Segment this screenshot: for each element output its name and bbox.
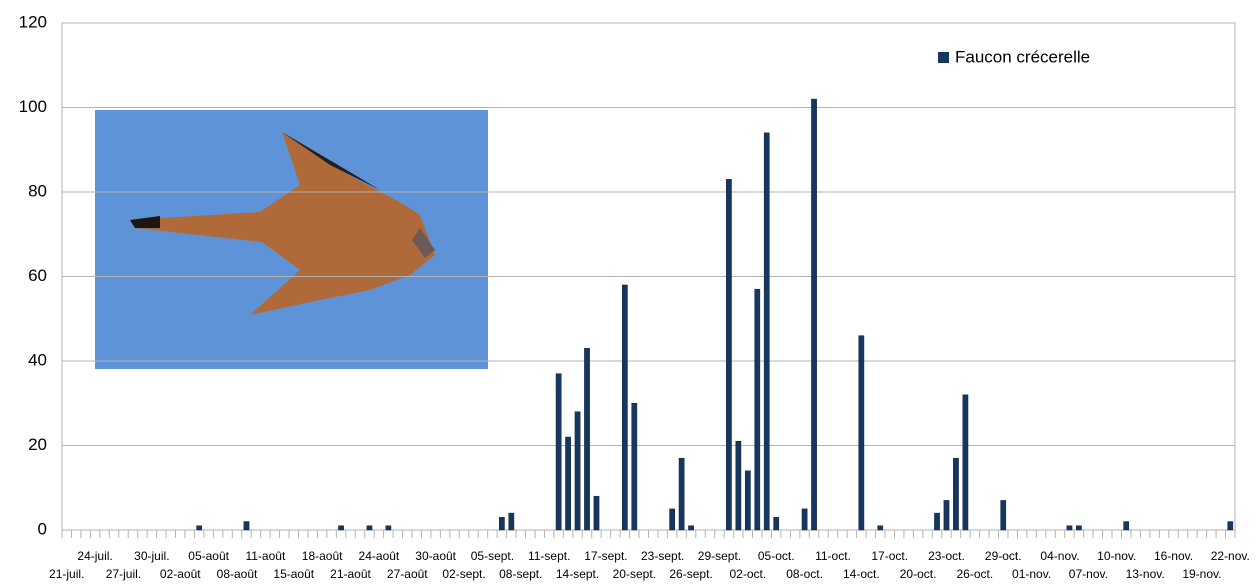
x-tick-label: 27-août: [387, 567, 428, 581]
bar: [1066, 525, 1073, 531]
x-tick-label: 08-oct.: [786, 567, 823, 581]
x-tick-label: 19-nov.: [1182, 567, 1221, 581]
bar: [631, 403, 638, 531]
x-tick-label: 22-nov.: [1211, 549, 1250, 563]
y-tick-label: 80: [28, 181, 47, 200]
x-tick-label: 04-nov.: [1040, 549, 1079, 563]
bar: [584, 348, 590, 531]
bar: [858, 335, 865, 531]
x-tick-label: 05-août: [188, 549, 229, 563]
x-tick-label: 08-sept.: [499, 567, 542, 581]
x-tick-label: 11-août: [245, 549, 285, 563]
x-tick-label: 02-sept.: [442, 567, 485, 581]
bar: [196, 525, 203, 531]
bar: [773, 517, 780, 531]
x-tick-label: 05-sept.: [471, 549, 514, 563]
x-tick-label: 01-nov.: [1012, 567, 1051, 581]
legend-label: Faucon crécerelle: [955, 47, 1090, 66]
x-tick-label: 02-oct.: [729, 567, 766, 581]
x-tick-label: 18-août: [302, 549, 343, 563]
legend-swatch: [938, 52, 949, 63]
x-tick-label: 11-sept.: [528, 549, 570, 563]
x-tick-label: 17-sept.: [584, 549, 627, 563]
x-tick-label: 24-juil.: [77, 549, 112, 563]
x-tick-label: 21-juil.: [49, 567, 84, 581]
x-tick-label: 26-sept.: [669, 567, 712, 581]
bar: [754, 288, 761, 531]
bar: [1227, 521, 1234, 531]
x-tick-label: 30-juil.: [134, 549, 169, 563]
legend: Faucon crécerelle: [938, 47, 1090, 66]
bar: [593, 495, 600, 531]
x-tick-label: 07-nov.: [1069, 567, 1108, 581]
bird-illustration: [130, 132, 435, 315]
bar: [962, 394, 969, 531]
bar: [555, 373, 562, 531]
x-tick-label: 20-sept.: [613, 567, 656, 581]
bar: [763, 132, 770, 531]
x-tick-label: 29-oct.: [985, 549, 1022, 563]
bar: [622, 284, 628, 531]
bar: [499, 517, 505, 531]
y-tick-label: 0: [38, 519, 47, 538]
bar: [565, 436, 571, 531]
x-tick-label: 15-août: [273, 567, 314, 581]
bar: [574, 411, 581, 531]
bar: [1000, 500, 1007, 531]
bar: [669, 508, 675, 531]
x-tick-label: 13-nov.: [1126, 567, 1165, 581]
x-tick-label: 23-sept.: [641, 549, 684, 563]
x-tick-label: 16-nov.: [1154, 549, 1193, 563]
x-tick-label: 24-août: [359, 549, 400, 563]
x-tick-label: 02-août: [160, 567, 201, 581]
bar: [678, 457, 685, 531]
bar: [366, 525, 373, 531]
bar: [726, 179, 732, 531]
x-tick-label: 08-août: [217, 567, 258, 581]
bar: [934, 512, 940, 531]
x-tick-label: 29-sept.: [698, 549, 741, 563]
bar: [811, 98, 817, 531]
bar: [688, 525, 694, 531]
x-tick-label: 05-oct.: [758, 549, 795, 563]
y-tick-label: 20: [28, 435, 47, 454]
x-tick-label: 21-août: [330, 567, 371, 581]
bar: [338, 525, 344, 531]
x-tick-label: 20-oct.: [900, 567, 937, 581]
bar: [508, 512, 515, 531]
x-tick-label: 14-sept.: [556, 567, 599, 581]
x-tick-label: 27-juil.: [106, 567, 141, 581]
bar: [877, 525, 884, 531]
bar: [953, 457, 959, 531]
x-tick-label: 17-oct.: [871, 549, 908, 563]
y-tick-label: 60: [28, 266, 47, 285]
bar: [744, 470, 751, 531]
x-tick-label: 30-août: [415, 549, 456, 563]
x-tick-label: 26-oct.: [957, 567, 994, 581]
y-tick-label: 100: [19, 97, 47, 116]
x-tick-label: 11-oct.: [815, 549, 851, 563]
bar: [385, 525, 392, 531]
bar: [735, 441, 742, 531]
y-tick-label: 120: [19, 12, 47, 31]
bar: [801, 508, 808, 531]
bar: [1076, 525, 1082, 531]
bar: [1123, 521, 1130, 531]
bar: [943, 500, 950, 531]
x-tick-label: 10-nov.: [1097, 549, 1136, 563]
bar: [243, 521, 250, 531]
y-tick-label: 40: [28, 350, 47, 369]
x-tick-label: 14-oct.: [843, 567, 880, 581]
x-tick-label: 23-oct.: [928, 549, 965, 563]
